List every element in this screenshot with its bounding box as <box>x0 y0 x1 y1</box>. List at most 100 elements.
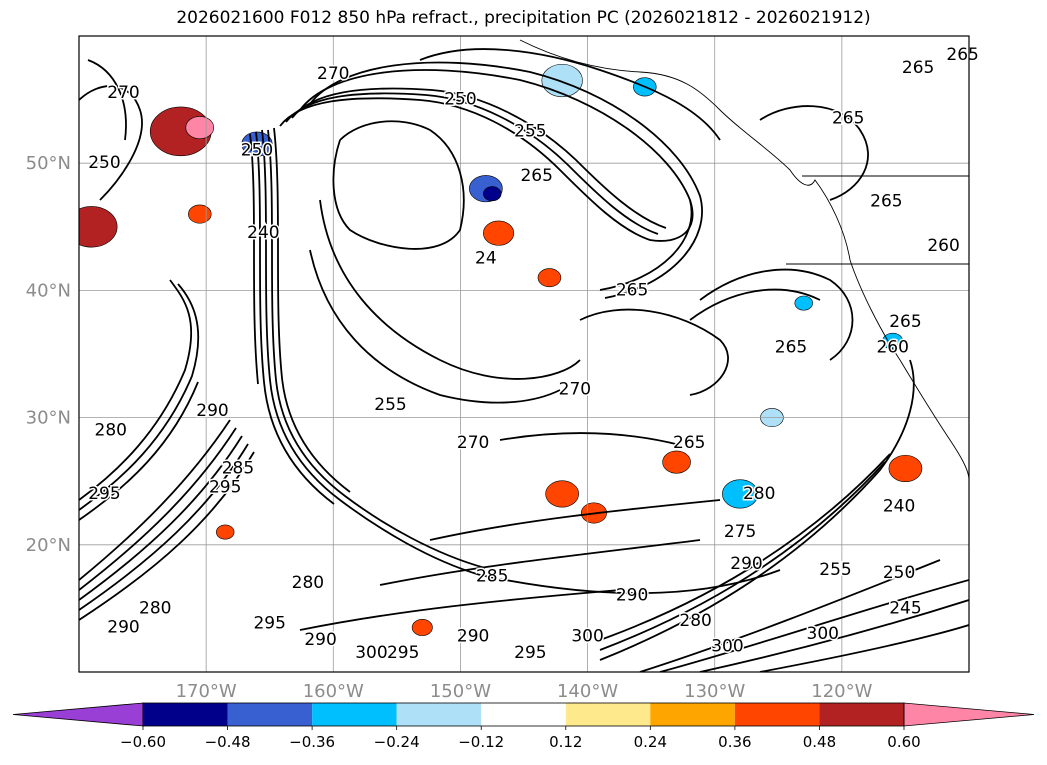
colorbar-segment <box>312 703 397 726</box>
colorbar-segment <box>227 703 313 726</box>
colorbar-segment <box>396 703 482 726</box>
lat-tick-label: 20°N <box>26 535 71 556</box>
precip-region <box>483 186 502 202</box>
lon-tick-label: 160°W <box>303 681 364 702</box>
precip-region <box>794 295 813 311</box>
chart-title: 2026021600 F012 850 hPa refract., precip… <box>176 8 871 28</box>
colorbar-tick-label: 0.48 <box>803 733 836 751</box>
gridlines <box>79 36 969 672</box>
contour-label: 290 <box>196 401 228 421</box>
lat-tick-label: 40°N <box>26 280 71 301</box>
contour-label: 295 <box>209 478 241 498</box>
refractivity-contours <box>79 48 969 672</box>
contour-label: 260 <box>876 338 908 358</box>
contour-label: 295 <box>88 484 120 504</box>
contour-label: 290 <box>457 626 489 646</box>
contour-label: 265 <box>775 338 807 358</box>
colorbar-tick-label: −0.60 <box>120 733 166 751</box>
contour-label: 250 <box>444 90 476 110</box>
lon-tick-label: 120°W <box>811 681 872 702</box>
contour-label: 260 <box>927 236 959 256</box>
contour-label: 240 <box>247 223 279 243</box>
map-axes: 170°W 160°W 150°W 140°W 130°W 120°W 20°N 30°N 40… <box>26 153 873 702</box>
contour-label: 300 <box>571 626 603 646</box>
coastline <box>519 39 969 481</box>
precip-region <box>888 454 923 483</box>
precip-region <box>545 480 579 508</box>
colorbar-segment <box>565 703 651 726</box>
colorbar-segment <box>481 703 566 726</box>
contour-label: 265 <box>870 191 902 211</box>
map-background <box>79 36 969 672</box>
contour-label: 270 <box>317 64 349 84</box>
precip-region <box>537 268 562 288</box>
lat-tick-label: 50°N <box>26 153 71 174</box>
contour-label: 270 <box>457 433 489 453</box>
colorbar-tick-label: −0.12 <box>458 733 504 751</box>
contour-label: 265 <box>902 58 934 78</box>
contour-label: 285 <box>476 567 508 587</box>
precip-region <box>411 619 433 636</box>
colorbar: −0.60 −0.48 −0.36 −0.24 −0.12 0.12 0.24 0.36 0.4… <box>12 702 1035 751</box>
contour-label: 255 <box>374 395 406 415</box>
precip-region <box>483 220 515 246</box>
lon-tick-label: 130°W <box>684 681 745 702</box>
contour-label: 300 <box>355 643 387 663</box>
lat-tick-label: 30°N <box>26 408 71 429</box>
contour-label: 240 <box>883 497 915 517</box>
map-frame <box>78 35 970 673</box>
contour-label: 250 <box>241 140 273 160</box>
colorbar-segment <box>819 703 904 726</box>
contour-label: 250 <box>883 563 915 583</box>
colorbar-extend-low <box>12 702 144 727</box>
colorbar-tick-label: −0.24 <box>374 733 420 751</box>
contour-label: 295 <box>514 643 546 663</box>
contour-label: 265 <box>946 45 978 65</box>
precip-region <box>216 524 235 540</box>
precip-region <box>722 479 759 509</box>
contour-label: 245 <box>889 598 921 618</box>
colorbar-segment <box>734 703 820 726</box>
lon-tick-label: 140°W <box>557 681 618 702</box>
contour-label: 265 <box>673 433 705 453</box>
precip-region <box>185 116 215 140</box>
contour-label: 255 <box>819 560 851 580</box>
colorbar-segment <box>650 703 735 726</box>
colorbar-tick-label: 0.36 <box>718 733 751 751</box>
colorbar-tick-label: 0.60 <box>887 733 920 751</box>
colorbar-segment <box>143 703 228 726</box>
contour-label: 265 <box>616 280 648 300</box>
colorbar-tick-label: 0.12 <box>549 733 582 751</box>
precip-region <box>79 206 118 248</box>
colorbar-tick-label: −0.48 <box>205 733 251 751</box>
lon-tick-label: 170°W <box>176 681 237 702</box>
contour-label: 285 <box>222 458 254 478</box>
contour-label: 270 <box>107 83 139 103</box>
contour-label: 265 <box>520 166 552 186</box>
precip-region <box>188 204 212 224</box>
colorbar-frame <box>142 702 905 727</box>
contour-label: 290 <box>107 617 139 637</box>
lon-tick-label: 150°W <box>430 681 491 702</box>
contour-label: 280 <box>679 611 711 631</box>
contour-label: 295 <box>253 614 285 634</box>
contour-label: 265 <box>832 109 864 129</box>
contour-label: 290 <box>730 554 762 574</box>
colorbar-tick-label: 0.24 <box>634 733 667 751</box>
contour-labels: 270 250 240 250 255 265 24 265 270 270 255 265 265 26… <box>87 44 981 665</box>
contour-label: 300 <box>807 624 839 644</box>
contour-label: 265 <box>889 312 921 332</box>
precip-region <box>541 63 583 98</box>
contour-label: 280 <box>139 598 171 618</box>
contour-label: 295 <box>387 643 419 663</box>
precip-region <box>662 450 691 474</box>
contour-label: 280 <box>743 484 775 504</box>
contour-label: 290 <box>304 630 336 650</box>
contour-label: 300 <box>711 637 743 657</box>
contour-label: 255 <box>514 121 546 141</box>
contour-label: 280 <box>95 420 127 440</box>
contour-label: 290 <box>616 586 648 606</box>
colorbar-tick-label: −0.36 <box>289 733 335 751</box>
contour-label: 270 <box>559 380 591 400</box>
contour-label: 280 <box>292 573 324 593</box>
